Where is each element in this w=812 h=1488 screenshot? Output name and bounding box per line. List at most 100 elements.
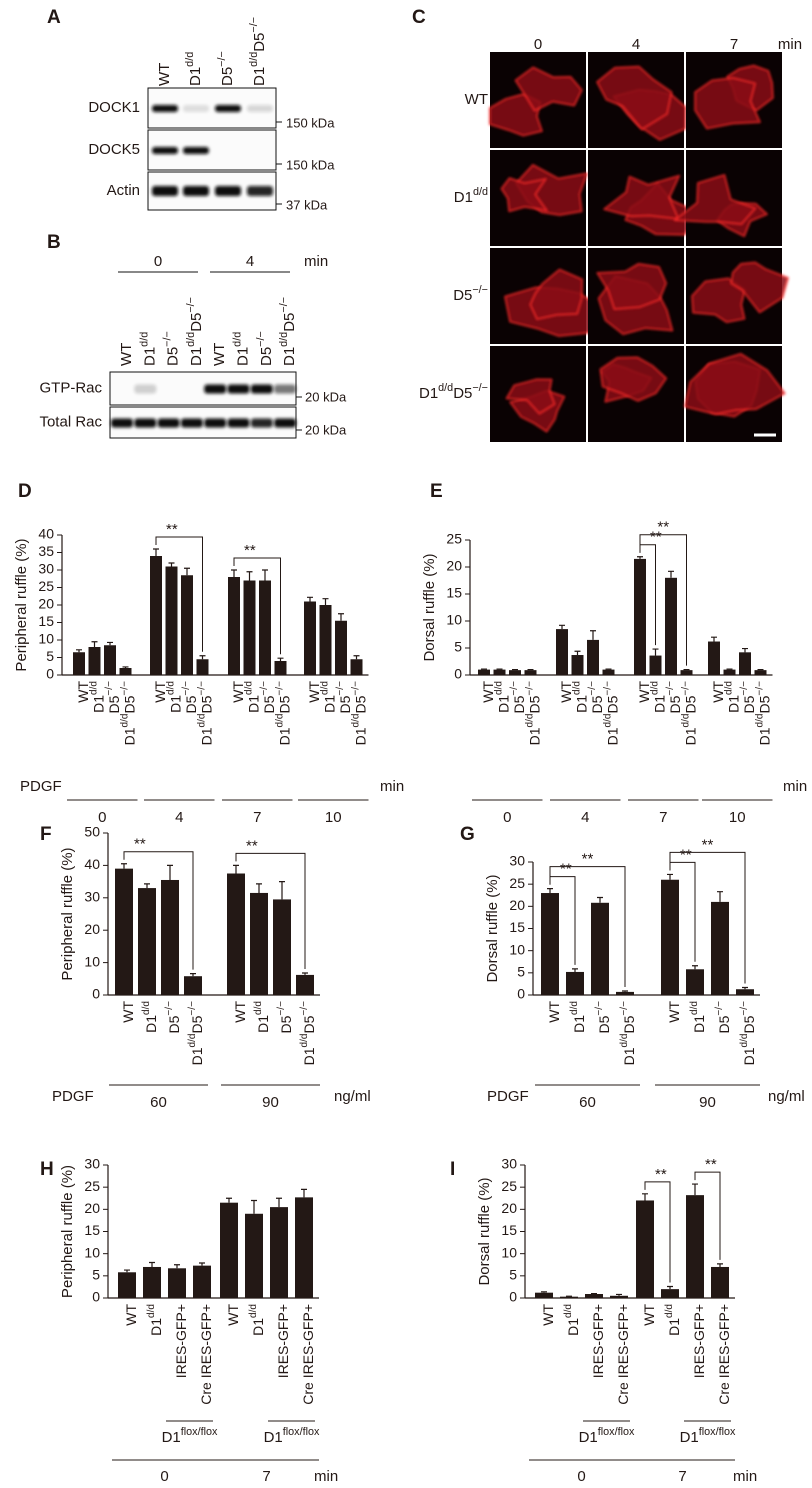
error-bar [590,630,596,640]
bar [73,652,85,675]
y-tick-label: 35 [38,543,54,559]
bar [541,893,559,995]
group-unit: min [380,778,404,795]
bar [634,558,646,675]
x-tick-label: WT [710,681,726,703]
y-tick-label: 10 [84,1244,100,1260]
x-tick-label: WT [123,1304,139,1326]
significance-label: ** [166,521,178,538]
lane-label: D5−/− [216,51,236,86]
x-tick-label: D1d/d [689,1001,707,1033]
timepoint-label: 0 [154,253,162,270]
bar [478,669,490,675]
error-bar [559,624,565,630]
panel-letter: I [450,1159,455,1180]
x-tick-label: WT [152,681,168,703]
lane-label: WT [118,343,135,366]
group-label: 4 [581,809,589,826]
error-bar [667,1285,673,1290]
group-unit: min [783,778,807,795]
x-tick-label: WT [75,681,91,703]
band [215,105,241,112]
error-bar [711,636,717,642]
error-bar [121,863,127,869]
y-tick-label: 5 [46,648,54,664]
y-tick-label: 25 [509,875,525,891]
y-tick-label: 5 [509,1267,517,1283]
error-bar [107,641,113,646]
row-label: DOCK1 [88,99,140,116]
x-tick-label: D1d/dD5−/− [196,681,214,746]
y-tick-label: 30 [38,561,54,577]
bar [616,991,634,995]
error-bar [153,548,159,556]
bar [104,645,116,675]
bar [493,669,506,675]
bar [245,1213,263,1298]
bar [535,1292,553,1298]
band [183,105,209,112]
error-bar [637,556,643,559]
y-tick-label: 15 [446,585,462,601]
cell [596,65,673,131]
error-bar [277,657,284,661]
x-tick-label: D1d/d [664,1304,682,1336]
y-tick-label: 0 [92,1289,100,1305]
error-bar [91,641,98,647]
group-label: 60 [150,1094,167,1111]
y-tick-label: 40 [84,856,100,872]
error-bar [226,1197,232,1203]
panel-letter: H [40,1159,54,1180]
size-marker: 150 kDa [286,157,335,172]
error-bar [726,668,733,670]
error-bar [322,598,329,605]
group-unit: ng/ml [334,1088,371,1105]
group-label: 7 [253,809,261,826]
x-tick-label: D1d/dD5−/− [274,681,292,746]
error-bar [307,596,313,602]
cell [529,268,583,321]
x-tick-label: D1d/dD5−/− [754,681,772,746]
significance-label: ** [560,861,572,878]
error-bar [496,668,503,670]
lane-label: D1d/dD5−/− [248,17,268,86]
bar [711,901,729,995]
bar [591,902,609,995]
bar [524,670,537,675]
band [180,418,203,428]
band [183,147,209,154]
error-bar [190,973,196,977]
bar [304,601,316,675]
x-tick-label: WT [480,681,496,703]
bar [723,669,736,675]
bar [259,580,271,675]
band [227,384,250,394]
bar [736,989,754,995]
panel-letter: F [40,824,52,845]
row-label: D1d/dD5−/− [419,382,488,402]
error-bar [231,569,237,577]
x-tick-label: D1d/d [141,1001,159,1033]
x-tick-label: D5−/− [164,1001,182,1034]
lane-label: D1d/d [231,332,251,366]
error-bar [574,650,581,656]
y-tick-label: 5 [92,1267,100,1283]
lane-label: D5−/− [255,331,275,366]
y-tick-label: 20 [509,897,525,913]
cell [673,174,757,226]
group-label: 7 [678,1468,686,1485]
significance-bracket [549,866,626,988]
x-tick-label: IRES-GFP+ [173,1304,189,1378]
error-bar [572,968,578,972]
row-label: D1d/d [454,186,488,206]
x-tick-label: D1d/d [165,681,183,713]
error-bar [622,990,628,992]
bar [243,580,256,675]
genotype-label: D1flox/flox [680,1426,736,1446]
significance-label: ** [705,1156,717,1173]
error-bar [199,1262,205,1266]
row-label: D5−/− [453,284,488,304]
error-bar [692,1183,698,1196]
y-tick-label: 50 [84,824,100,840]
x-tick-label: WT [306,681,322,703]
